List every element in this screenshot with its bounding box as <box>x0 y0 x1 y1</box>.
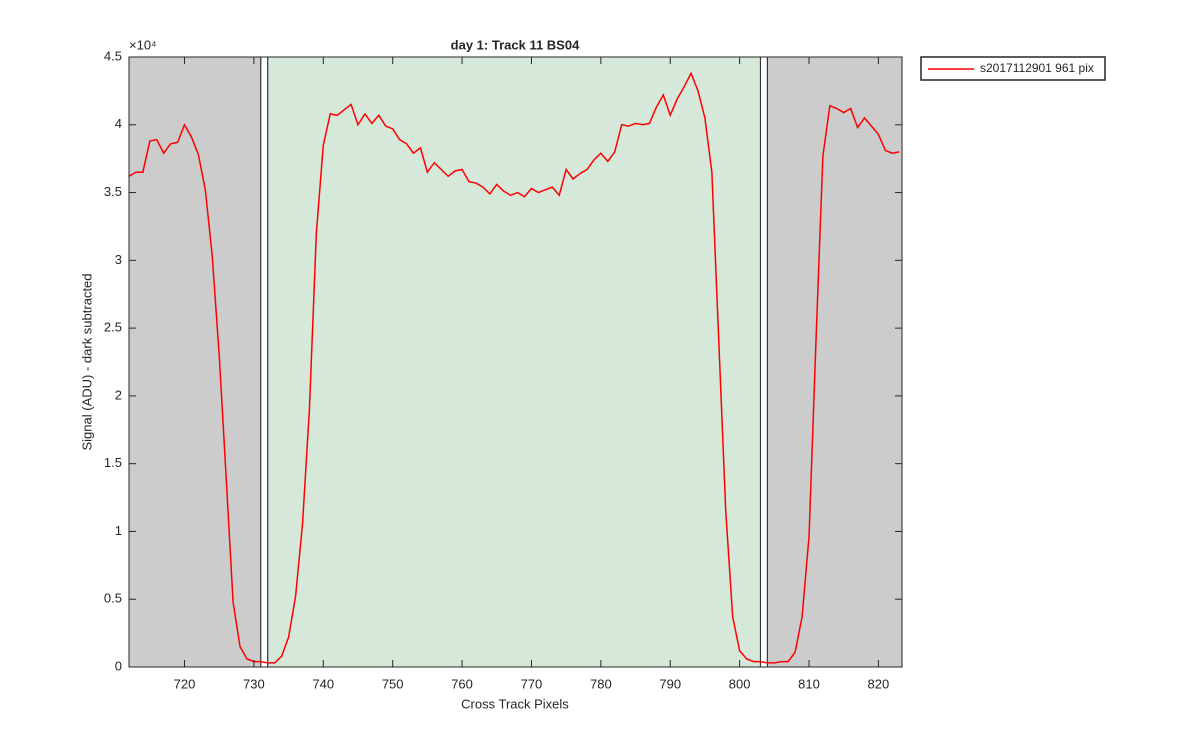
x-tick-label: 810 <box>798 676 820 691</box>
y-tick-label: 4 <box>115 116 122 131</box>
y-tick-label: 2.5 <box>104 320 122 335</box>
y-tick-label: 0.5 <box>104 591 122 606</box>
x-axis-label: Cross Track Pixels <box>461 696 569 711</box>
legend-box <box>920 56 1106 81</box>
region <box>267 56 761 668</box>
y-tick-label: 4.5 <box>104 48 122 63</box>
chart-title: day 1: Track 11 BS04 <box>451 37 580 52</box>
y-tick-label: 3 <box>115 252 122 267</box>
x-tick-label: 790 <box>659 676 681 691</box>
x-tick-label: 820 <box>868 676 890 691</box>
x-tick-label: 720 <box>174 676 196 691</box>
axes-box <box>128 56 903 668</box>
x-tick-label: 740 <box>312 676 334 691</box>
y-tick-label: 1.5 <box>104 455 122 470</box>
region <box>128 56 262 668</box>
x-tick-label: 760 <box>451 676 473 691</box>
x-tick-label: 750 <box>382 676 404 691</box>
y-tick-label: 3.5 <box>104 184 122 199</box>
x-tick-label: 800 <box>729 676 751 691</box>
y-tick-label: 2 <box>115 387 122 402</box>
region <box>260 56 269 668</box>
legend-label: s2017112901 961 pix <box>980 61 1094 75</box>
x-tick-label: 780 <box>590 676 612 691</box>
region <box>766 56 903 668</box>
y-multiplier: ×10⁴ <box>129 37 157 52</box>
x-tick-label: 730 <box>243 676 265 691</box>
y-tick-label: 0 <box>115 658 122 673</box>
region <box>759 56 768 668</box>
data-line <box>128 71 900 664</box>
y-tick-label: 1 <box>115 523 122 538</box>
x-tick-label: 770 <box>521 676 543 691</box>
y-axis-label: Signal (ADU) - dark subtracted <box>79 273 94 450</box>
